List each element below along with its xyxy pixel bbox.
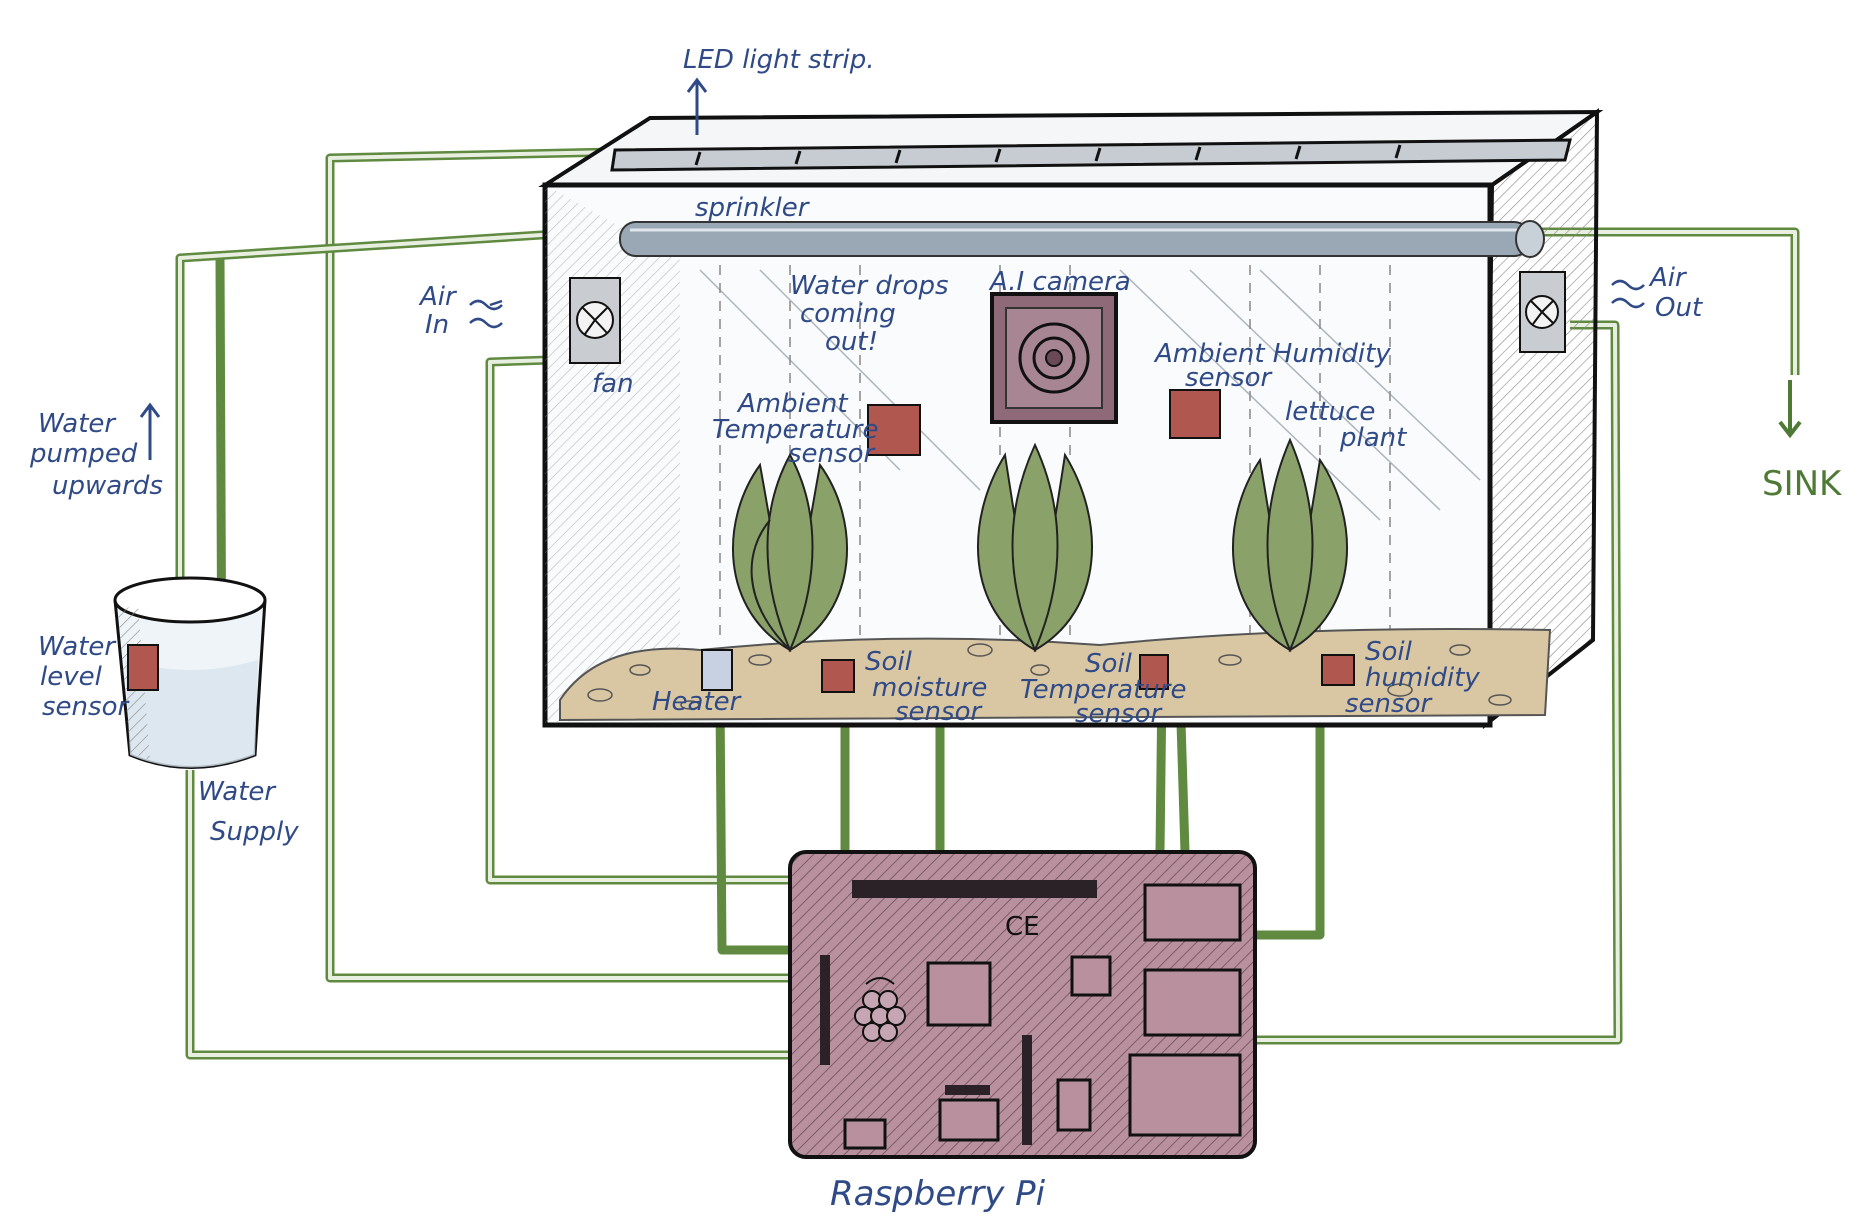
water-level-sensor <box>127 644 159 691</box>
led-arrow-icon <box>686 77 708 135</box>
label-heater: Heater <box>652 687 743 717</box>
ambient-humidity-sensor <box>1169 389 1221 439</box>
label-air-in-1: Air <box>418 282 458 312</box>
heater <box>701 649 733 691</box>
air-in-wave-icon <box>469 299 503 329</box>
label-sprinkler: sprinkler <box>695 193 811 223</box>
ce-mark: CE <box>1005 912 1040 942</box>
label-water-pumped-1: Water <box>38 409 117 439</box>
label-soil-humidity-2: humidity <box>1365 663 1480 693</box>
label-ambient-temp-1: Ambient <box>736 389 848 419</box>
label-led-strip: LED light strip. <box>683 45 875 75</box>
lettuce-plant-2 <box>976 442 1094 653</box>
air-out-wave-icon <box>1611 279 1645 309</box>
label-air-in-2: In <box>425 310 449 340</box>
label-ai-camera: A.I camera <box>988 267 1131 297</box>
label-lettuce-2: plant <box>1339 423 1407 453</box>
label-water-level-2: level <box>40 662 103 692</box>
led-light-strip <box>610 138 1572 172</box>
fan-left <box>569 277 621 364</box>
label-ambient-humidity-2: sensor <box>1185 363 1273 393</box>
label-air-out-1: Air <box>1648 263 1688 293</box>
label-sink: SINK <box>1762 464 1843 504</box>
water-supply-container <box>113 576 267 769</box>
soil-temperature-sensor <box>1139 654 1169 690</box>
sink-arrow-icon <box>1778 380 1802 439</box>
soil-moisture-sensor <box>821 659 855 693</box>
label-ambient-humidity-1: Ambient Humidity <box>1153 339 1391 369</box>
label-fan: fan <box>592 369 634 399</box>
label-soil-temp-3: sensor <box>1075 699 1163 729</box>
label-soil-temp-1: Soil <box>1085 649 1133 679</box>
label-water-supply-1: Water <box>198 777 277 807</box>
lettuce-plant-3 <box>1231 437 1349 653</box>
label-ambient-temp-3: sensor <box>788 439 876 469</box>
raspberry-pi-board: CE <box>788 850 1257 1159</box>
label-water-pumped-3: upwards <box>52 471 163 501</box>
label-water-drops-3: out! <box>825 327 878 357</box>
fan-right <box>1519 271 1566 353</box>
label-soil-temp-2: Temperature <box>1020 675 1186 705</box>
label-water-level-3: sensor <box>42 692 130 722</box>
lettuce-plant-1 <box>731 452 849 653</box>
label-lettuce-1: lettuce <box>1285 397 1375 427</box>
label-water-level-1: Water <box>38 632 117 662</box>
label-water-pumped-2: pumped <box>29 439 138 469</box>
wire-heater <box>715 699 790 955</box>
label-raspberry-pi: Raspberry Pi <box>830 1174 1046 1214</box>
label-water-drops-2: coming <box>800 299 896 329</box>
raspberry-logo-icon <box>854 977 906 1042</box>
label-water-supply-2: Supply <box>210 817 299 847</box>
label-soil-moisture-1: Soil <box>865 647 913 677</box>
label-ambient-temp-2: Temperature <box>712 415 878 445</box>
sprinkler-pipe <box>619 220 1545 258</box>
ai-camera <box>990 292 1118 424</box>
ambient-temperature-sensor <box>867 404 921 456</box>
label-water-drops-1: Water drops <box>790 271 949 301</box>
label-air-out-2: Out <box>1655 293 1703 323</box>
label-soil-moisture-3: sensor <box>895 697 983 727</box>
soil-humidity-sensor <box>1321 654 1355 686</box>
label-soil-moisture-2: moisture <box>872 673 987 703</box>
label-soil-humidity-3: sensor <box>1345 689 1433 719</box>
label-soil-humidity-1: Soil <box>1365 637 1413 667</box>
wire-soil-humidity <box>1255 680 1325 940</box>
soil-bed <box>559 628 1552 722</box>
water-up-arrow-icon <box>139 402 161 460</box>
